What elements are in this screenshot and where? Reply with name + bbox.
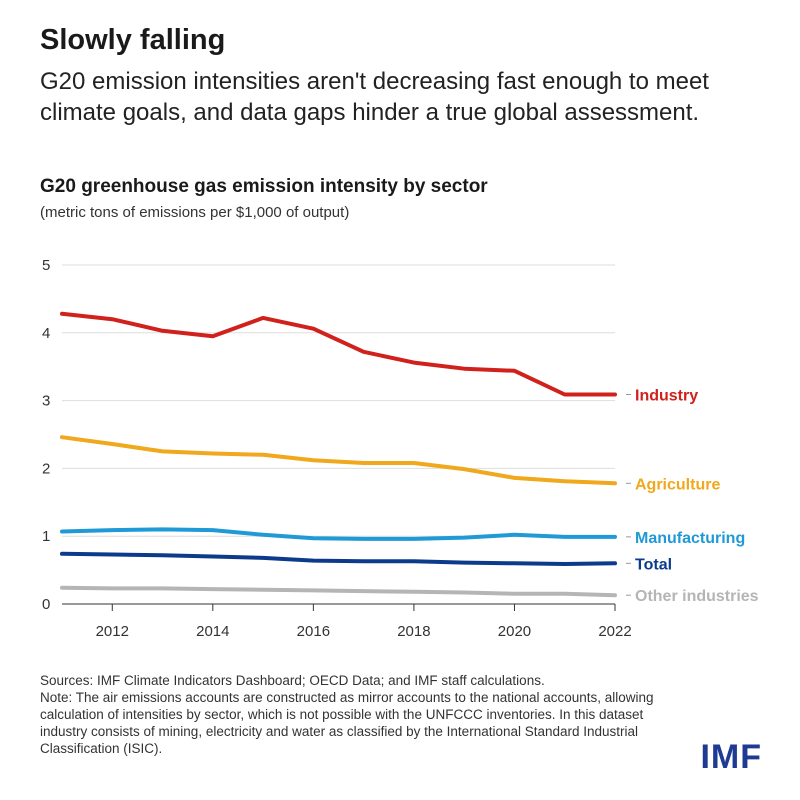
x-tick-label: 2014 [196,623,229,640]
series-label-industry: Industry [635,387,698,404]
axes: 0 1 2 3 4 5 2012 2014 2016 2018 2020 2022 [42,257,632,640]
x-tick-label: 2022 [598,623,631,640]
series-label-total: Total [635,556,672,573]
note-text: Note: The air emissions accounts are con… [40,690,654,756]
y-tick-label: 5 [42,257,50,274]
x-tick-label: 2016 [297,623,330,640]
y-tick-label: 2 [42,460,50,477]
x-tick-label: 2018 [397,623,430,640]
series-lines [60,311,617,598]
series-line-agriculture [60,435,617,486]
y-tick-label: 3 [42,393,50,410]
page-title: Slowly falling [40,24,226,56]
line-chart: 0 1 2 3 4 5 2012 2014 2016 2018 2020 2022 Industry A… [42,257,759,640]
series-label-other-industries: Other industries [635,588,759,605]
y-tick-label: 0 [42,596,50,613]
y-tick-label: 4 [42,325,50,342]
x-tick-label: 2020 [498,623,531,640]
series-line-other-industries [60,585,617,598]
gridlines [62,264,615,537]
imf-logo: IMF [700,738,762,776]
sources-text: Sources: IMF Climate Indicators Dashboar… [40,673,545,688]
series-label-manufacturing: Manufacturing [635,530,745,547]
x-tick-label: 2012 [96,623,129,640]
footnote: Sources: IMF Climate Indicators Dashboar… [40,672,680,757]
page-subtitle: G20 emission intensities aren't decreasi… [40,68,709,126]
chart-title: G20 greenhouse gas emission intensity by… [40,176,488,197]
chart-subtitle: (metric tons of emissions per $1,000 of … [40,204,350,221]
series-label-agriculture: Agriculture [635,476,720,493]
series-line-industry [60,311,617,397]
series-labels: Industry Agriculture Manufacturing Total Oth… [626,387,759,605]
series-line-manufacturing [60,527,617,541]
series-line-total [60,551,617,566]
y-tick-label: 1 [42,528,50,545]
